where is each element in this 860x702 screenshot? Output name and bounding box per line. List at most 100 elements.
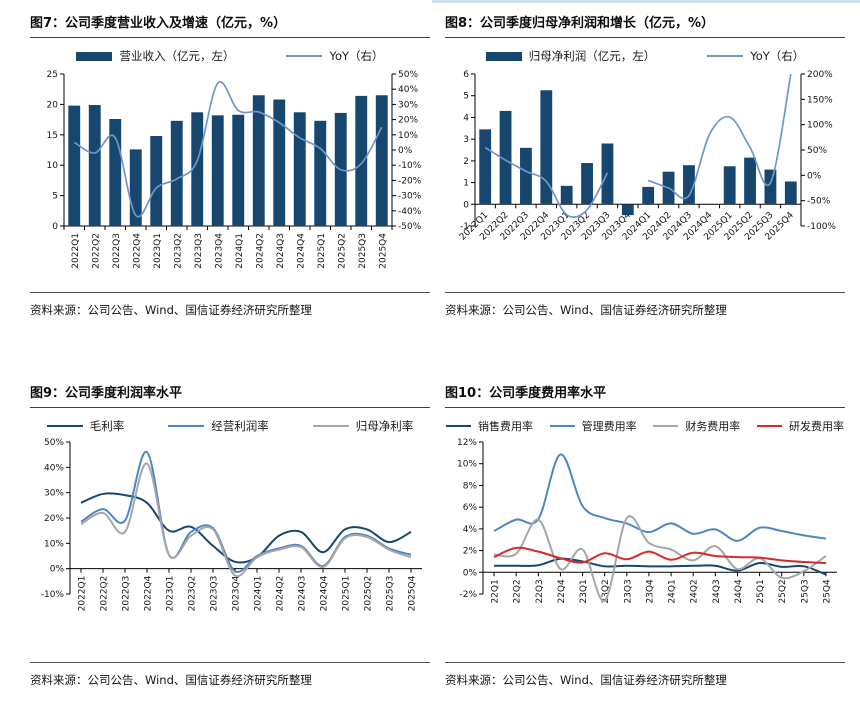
svg-text:2024Q3: 2024Q3 — [298, 576, 308, 612]
svg-text:-10%: -10% — [41, 590, 65, 600]
svg-text:30%: 30% — [44, 489, 64, 499]
source-note: 资料来源：公司公告、Wind、国信证券经济研究所整理 — [30, 662, 430, 688]
svg-text:-50%: -50% — [398, 222, 422, 232]
svg-text:3: 3 — [463, 135, 469, 145]
svg-text:2024Q4: 2024Q4 — [320, 575, 330, 611]
margin-levels-chart: -10%0%10%20%30%40%50%2022Q1 2022Q2 2022Q3 2… — [41, 438, 422, 612]
expense-ratio-chart: -2%0%2%4%6%8%10%12%22Q1 22Q2 22Q3 22Q4 23Q1 2… — [457, 438, 837, 604]
bar — [479, 129, 492, 205]
svg-text:25Q3: 25Q3 — [800, 579, 810, 603]
svg-text:40%: 40% — [398, 85, 418, 95]
svg-text:22Q2: 22Q2 — [513, 579, 523, 603]
svg-text:25Q4: 25Q4 — [822, 579, 832, 604]
svg-text:150%: 150% — [807, 95, 833, 105]
svg-text:-20%: -20% — [398, 176, 422, 186]
legend-item: 营业收入（亿元，左） — [76, 48, 234, 64]
chart-legend: 销售费用率 管理费用率 财务费用率 研发费用率 — [445, 418, 845, 434]
svg-text:10%: 10% — [457, 460, 477, 470]
svg-text:2025Q2: 2025Q2 — [364, 576, 374, 612]
bar — [88, 105, 101, 226]
svg-text:25Q2: 25Q2 — [778, 579, 788, 603]
svg-text:24Q3: 24Q3 — [712, 579, 722, 603]
legend-line-swatch — [168, 424, 205, 428]
svg-text:2025Q3: 2025Q3 — [386, 576, 396, 612]
legend-item: 经营利润率 — [168, 418, 269, 434]
figure-title: 图9：公司季度利润率水平 — [30, 380, 430, 408]
figure-title: 图7：公司季度营业收入及增速（亿元，%） — [30, 10, 430, 38]
line-series — [80, 462, 412, 578]
figure-panel-fig7: 图7：公司季度营业收入及增速（亿元，%） 营业收入（亿元，左） YoY（右） 0 5… — [30, 10, 430, 318]
svg-text:0%: 0% — [463, 568, 478, 578]
svg-text:0%: 0% — [807, 171, 822, 181]
svg-text:50%: 50% — [398, 70, 418, 80]
yoy-line — [484, 73, 792, 219]
svg-text:2023Q3: 2023Q3 — [194, 233, 204, 269]
svg-text:10%: 10% — [398, 131, 418, 141]
svg-text:5: 5 — [463, 92, 469, 102]
figure-title: 图10：公司季度费用率水平 — [445, 380, 845, 408]
svg-text:2023Q4: 2023Q4 — [214, 233, 224, 269]
line-series — [494, 557, 827, 576]
legend-item: 管理费用率 — [549, 418, 637, 434]
legend-item: 归母净利润（亿元，左） — [485, 48, 655, 64]
net-profit-growth-chart: -10123456-100%-50%0%50%100%150%200%2022Q… — [458, 70, 836, 243]
legend-bar-swatch — [76, 51, 113, 61]
svg-text:23Q1: 23Q1 — [579, 579, 589, 603]
svg-text:2%: 2% — [463, 547, 478, 557]
svg-text:-40%: -40% — [398, 207, 422, 217]
svg-text:2022Q1: 2022Q1 — [71, 233, 81, 269]
bar — [314, 120, 327, 226]
line-series — [493, 515, 827, 602]
legend-label: 经营利润率 — [211, 419, 269, 433]
svg-text:2024Q2: 2024Q2 — [255, 233, 265, 269]
source-note: 资料来源：公司公告、Wind、国信证券经济研究所整理 — [445, 292, 845, 318]
bar — [560, 185, 573, 205]
svg-text:10%: 10% — [44, 539, 64, 549]
figure-title: 图8：公司季度归母净利润和增长（亿元，%） — [445, 10, 845, 38]
svg-text:0: 0 — [463, 200, 469, 210]
legend-label: 销售费用率 — [478, 420, 533, 433]
svg-text:23Q2: 23Q2 — [601, 579, 611, 603]
legend-line-swatch — [446, 424, 471, 428]
legend-label: 管理费用率 — [581, 420, 637, 433]
svg-text:2023Q4: 2023Q4 — [232, 575, 242, 611]
svg-text:2023Q1: 2023Q1 — [153, 233, 163, 269]
svg-text:2022Q4: 2022Q4 — [144, 575, 154, 611]
legend-line-swatch — [286, 54, 323, 58]
legend-label: 毛利率 — [89, 419, 125, 433]
svg-text:24Q1: 24Q1 — [668, 579, 678, 603]
legend-label: YoY（右） — [750, 49, 805, 63]
bar — [293, 112, 306, 226]
bar — [252, 95, 265, 226]
svg-text:20: 20 — [47, 100, 59, 110]
svg-text:10: 10 — [47, 161, 59, 171]
x-axis-labels: 22Q1 22Q2 22Q3 22Q4 23Q1 23Q2 23Q3 23Q4 24Q1 24Q2… — [491, 579, 833, 604]
svg-text:0: 0 — [52, 222, 58, 232]
chart-legend: 毛利率 经营利润率 归母净利率 — [30, 418, 430, 434]
legend-label: YoY（右） — [329, 49, 384, 63]
legend-line-swatch — [312, 424, 349, 428]
x-axis-labels: 2022Q1 2022Q2 2022Q3 2022Q4 2023Q1 2023Q2 2023… — [71, 233, 389, 269]
bar — [68, 105, 81, 226]
line-series — [493, 453, 827, 542]
legend-bar-swatch — [485, 51, 522, 61]
svg-text:0%: 0% — [398, 146, 413, 156]
bar — [540, 90, 553, 205]
svg-text:8%: 8% — [463, 481, 478, 491]
svg-text:25: 25 — [47, 70, 58, 80]
svg-text:30%: 30% — [398, 100, 418, 110]
svg-text:2022Q4: 2022Q4 — [132, 233, 142, 269]
bar-series — [479, 90, 797, 216]
svg-text:50%: 50% — [807, 146, 827, 156]
bar — [520, 147, 532, 205]
svg-text:0%: 0% — [50, 565, 65, 575]
legend-label: 归母净利率 — [355, 419, 414, 433]
svg-text:50%: 50% — [44, 438, 64, 448]
bar — [621, 204, 634, 216]
svg-text:2025Q2: 2025Q2 — [337, 233, 347, 269]
legend-item: YoY（右） — [286, 48, 384, 64]
svg-text:2025Q4: 2025Q4 — [378, 233, 388, 269]
svg-text:22Q4: 22Q4 — [557, 579, 567, 604]
bar — [764, 169, 777, 205]
source-note: 资料来源：公司公告、Wind、国信证券经济研究所整理 — [30, 292, 430, 318]
